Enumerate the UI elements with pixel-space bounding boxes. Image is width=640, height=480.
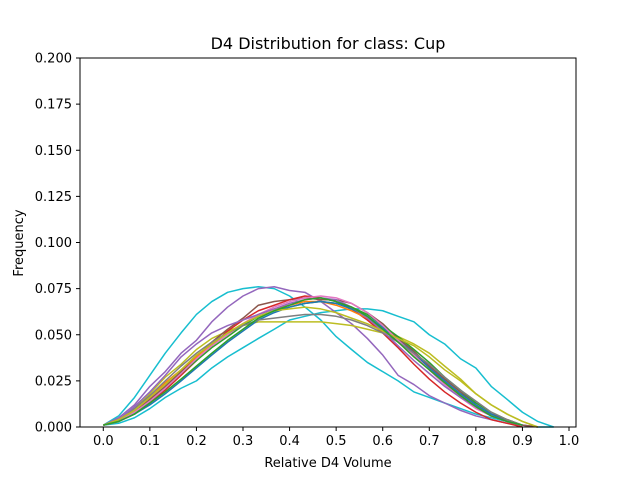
series-line-4 — [103, 321, 539, 428]
y-tick-label: 0.175 — [35, 98, 72, 113]
x-axis-ticks: 0.0 0.1 0.2 0.3 0.4 0.5 0.6 0.7 0.8 0.9 1.0 — [93, 427, 579, 449]
series-line-14 — [103, 297, 523, 426]
x-tick-label: 0.4 — [279, 434, 300, 449]
x-tick-label: 0.5 — [326, 434, 347, 449]
series-line-2 — [103, 308, 554, 428]
series-line-1 — [102, 286, 554, 428]
series-line-5 — [103, 297, 538, 428]
y-tick-label: 0.125 — [35, 190, 72, 205]
y-tick-label: 0.150 — [35, 144, 72, 159]
x-tick-label: 0.2 — [186, 434, 207, 449]
y-axis-title: Frequency — [12, 209, 27, 276]
y-tick-label: 0.000 — [35, 421, 72, 436]
y-tick-label: 0.025 — [35, 374, 72, 389]
x-tick-label: 0.3 — [233, 434, 254, 449]
y-tick-label: 0.075 — [35, 282, 72, 297]
chart-title: D4 Distribution for class: Cup — [211, 34, 446, 53]
x-tick-label: 0.7 — [419, 434, 440, 449]
series-line-9 — [103, 300, 523, 426]
y-axis-ticks: 0.000 0.025 0.050 0.075 0.100 0.125 0.150 0.175… — [35, 52, 80, 436]
x-axis-title: Relative D4 Volume — [264, 456, 391, 471]
x-tick-label: 0.9 — [512, 434, 533, 449]
y-tick-label: 0.200 — [35, 52, 72, 67]
plot-area — [80, 58, 576, 427]
series-line-11 — [103, 313, 523, 426]
x-tick-label: 0.1 — [140, 434, 161, 449]
series-layer — [102, 286, 554, 428]
series-line-13 — [103, 306, 539, 428]
y-tick-label: 0.050 — [35, 328, 72, 343]
y-tick-label: 0.100 — [35, 236, 72, 251]
x-tick-label: 0.0 — [93, 434, 114, 449]
x-tick-label: 0.6 — [372, 434, 393, 449]
x-tick-label: 0.8 — [466, 434, 487, 449]
x-tick-label: 1.0 — [559, 434, 580, 449]
series-line-10 — [103, 295, 523, 426]
